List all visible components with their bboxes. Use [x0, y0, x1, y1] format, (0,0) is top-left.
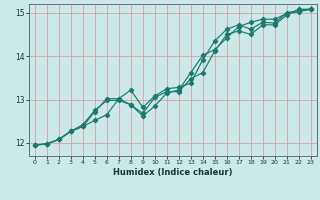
- X-axis label: Humidex (Indice chaleur): Humidex (Indice chaleur): [113, 168, 233, 177]
